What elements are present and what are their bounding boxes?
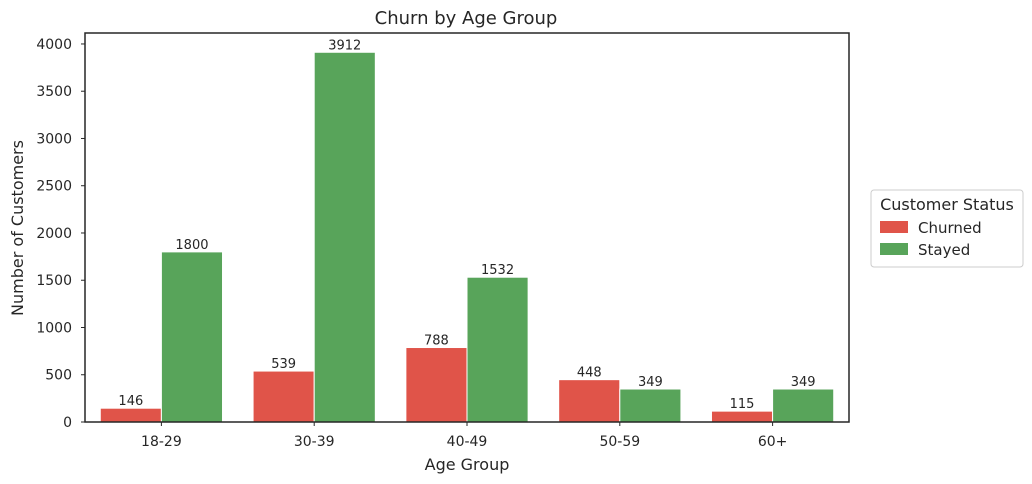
legend-label-stayed: Stayed <box>918 241 970 259</box>
bar-stayed-60+ <box>772 388 835 423</box>
y-tick-label: 2500 <box>36 179 72 195</box>
y-tick-label: 1500 <box>36 273 72 289</box>
y-tick-label: 4000 <box>36 37 72 53</box>
data-label-churned: 539 <box>271 357 296 372</box>
bar-churned-30-39 <box>252 370 315 423</box>
x-tick-label: 18-29 <box>141 434 182 450</box>
bar-stayed-50-59 <box>619 388 682 423</box>
bar-churned-18-29 <box>99 407 162 423</box>
legend-swatch-stayed <box>880 243 908 255</box>
legend-box <box>870 189 1024 268</box>
data-label-churned: 115 <box>730 397 755 412</box>
legend-label-churned: Churned <box>918 219 982 237</box>
data-label-stayed: 349 <box>791 375 816 390</box>
legend-swatch-churned <box>880 221 908 233</box>
bar-churned-50-59 <box>558 379 621 423</box>
legend: Customer Status Churned Stayed <box>870 189 1024 268</box>
data-label-churned: 788 <box>424 334 449 349</box>
data-label-churned: 146 <box>118 394 143 409</box>
bar-churned-40-49 <box>405 347 468 423</box>
bar-stayed-30-39 <box>313 51 376 423</box>
y-tick-label: 1000 <box>36 320 72 336</box>
x-axis-title: Age Group <box>425 455 510 474</box>
x-tick-label: 40-49 <box>447 434 488 450</box>
chart-title: Churn by Age Group <box>375 8 558 29</box>
plot-frame <box>84 32 850 423</box>
x-tick-label: 30-39 <box>294 434 335 450</box>
y-tick-label: 2000 <box>36 226 72 242</box>
x-axis-ticks: 18-29 30-39 40-49 50-59 60+ <box>141 422 787 450</box>
bar-stayed-18-29 <box>160 251 224 423</box>
legend-title: Customer Status <box>880 195 1014 214</box>
y-tick-label: 0 <box>63 415 72 431</box>
data-label-stayed: 1800 <box>175 238 208 253</box>
data-label-stayed: 1532 <box>481 263 514 278</box>
y-axis-ticks: 0 500 1000 1500 2000 2500 3000 3500 4000 <box>36 37 85 431</box>
x-tick-label: 50-59 <box>599 434 640 450</box>
data-label-churned: 448 <box>577 366 602 381</box>
y-tick-label: 500 <box>45 368 72 384</box>
x-tick-label: 60+ <box>758 434 788 450</box>
y-tick-label: 3000 <box>36 131 72 147</box>
legend-items: Churned Stayed <box>880 219 982 259</box>
data-label-stayed: 3912 <box>328 38 361 53</box>
data-label-stayed: 349 <box>638 375 663 390</box>
bar-stayed-40-49 <box>466 276 529 423</box>
data-labels: 146 1800 539 3912 788 1532 448 349 115 349 <box>118 38 815 412</box>
y-tick-label: 3500 <box>36 84 72 100</box>
y-axis-title: Number of Customers <box>8 140 27 316</box>
bars <box>99 51 835 423</box>
bar-churned-60+ <box>710 410 774 423</box>
